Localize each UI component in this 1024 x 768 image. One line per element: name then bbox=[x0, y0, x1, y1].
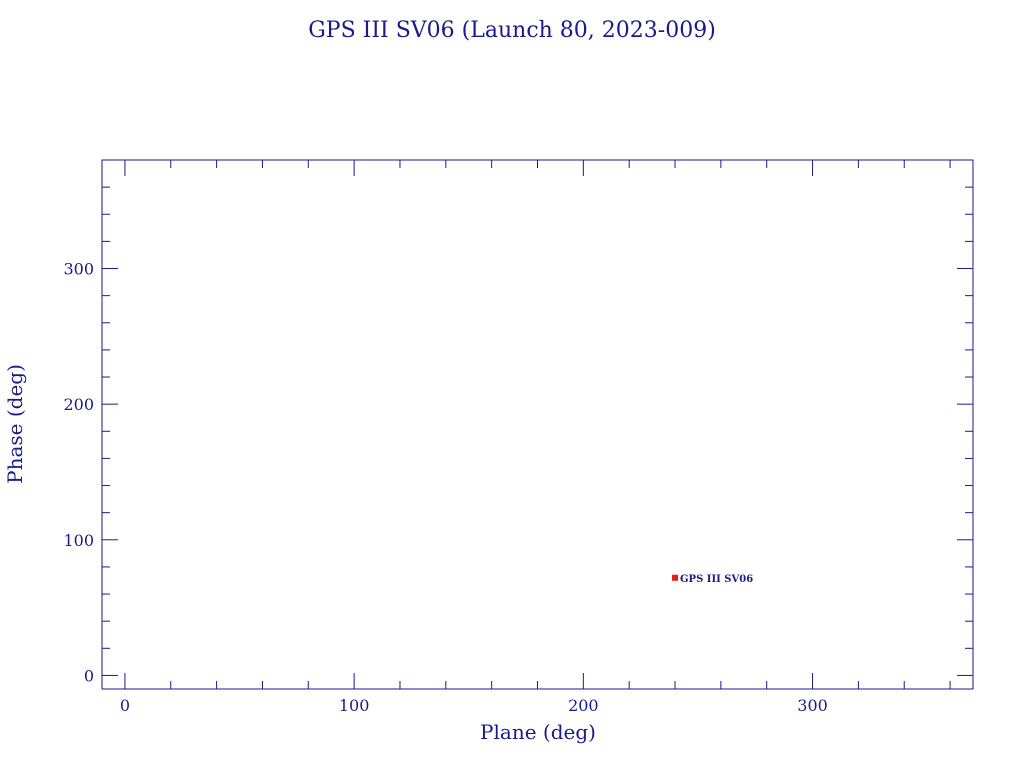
data-point-label: GPS III SV06 bbox=[680, 574, 753, 585]
data-point-marker bbox=[672, 574, 679, 581]
y-axis-label: Phase (deg) bbox=[3, 364, 27, 484]
x-tick-label: 100 bbox=[339, 696, 370, 715]
plot-frame bbox=[101, 159, 974, 690]
y-tick-label: 0 bbox=[84, 666, 94, 685]
x-tick-label: 300 bbox=[797, 696, 828, 715]
x-tick-label: 0 bbox=[120, 696, 130, 715]
ticks bbox=[102, 159, 973, 689]
chart-title: GPS III SV06 (Launch 80, 2023-009) bbox=[308, 18, 716, 43]
y-tick-label: 300 bbox=[63, 260, 94, 279]
data-points: GPS III SV06 bbox=[672, 574, 753, 585]
y-tick-label: 200 bbox=[63, 395, 94, 414]
x-axis-label: Plane (deg) bbox=[480, 720, 596, 744]
y-tick-label: 100 bbox=[63, 531, 94, 550]
tick-labels: 0 100 200 300 0 100 200 300 bbox=[63, 260, 827, 715]
x-tick-label: 200 bbox=[568, 696, 599, 715]
